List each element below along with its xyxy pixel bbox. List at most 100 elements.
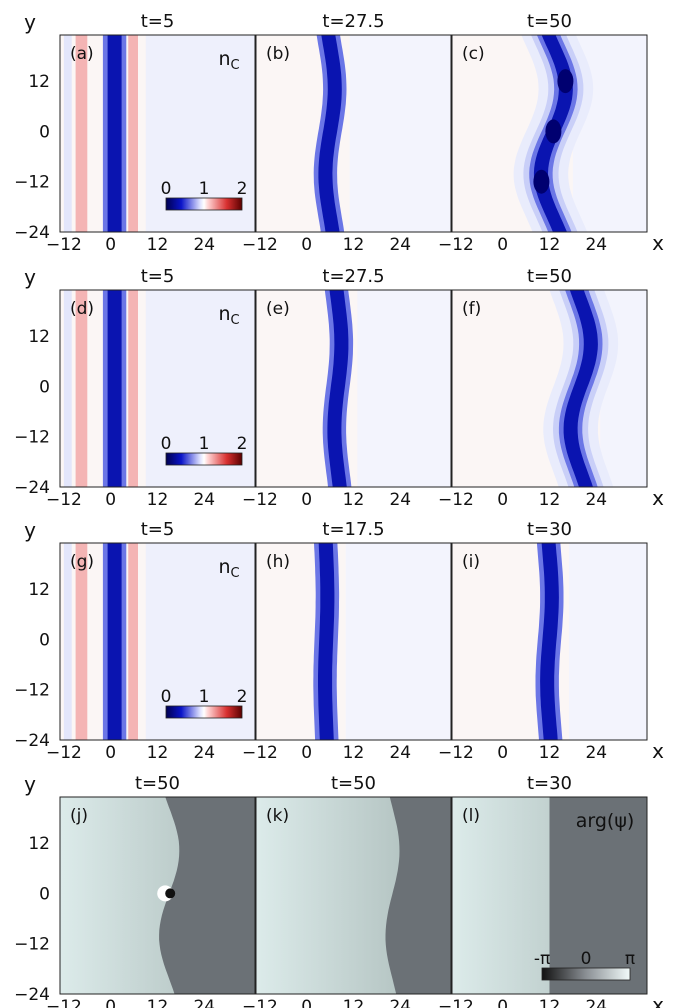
colorbar-tick: π	[625, 949, 635, 969]
panel-frame	[59, 34, 256, 233]
panel-frame	[59, 796, 256, 995]
panel-time-title: t=5	[141, 11, 175, 32]
panel-j: (j) t=50 −12 0 12 24	[46, 773, 256, 1008]
x-tick-label: 12	[539, 490, 561, 510]
density-lobe	[75, 290, 88, 487]
soliton-stripe	[540, 543, 559, 740]
colorbar-tick: 2	[237, 687, 248, 707]
x-tick-label: −12	[46, 743, 82, 763]
y-axis-label: y	[24, 10, 36, 34]
y-tick-label: 0	[39, 884, 50, 904]
x-tick-label: 0	[497, 490, 508, 510]
density-colorbar: 0 1 2	[161, 434, 248, 466]
y-tick-label: 0	[39, 377, 50, 397]
panel-c: (c) t=50 −12 0 12 24	[438, 11, 648, 255]
panel-frame	[59, 289, 256, 488]
y-tick-label: −12	[14, 681, 50, 701]
x-tick-label: 12	[147, 490, 169, 510]
x-tick-label: 24	[193, 997, 215, 1008]
colorbar-tick: 0	[161, 434, 172, 454]
y-tick-label: 12	[28, 834, 50, 854]
y-tick-label: 0	[39, 122, 50, 142]
x-tick-label: 0	[497, 235, 508, 255]
y-tick-label: 12	[28, 580, 50, 600]
y-tick-label: −24	[14, 478, 50, 498]
panel-frame	[255, 542, 452, 741]
panel-tag: (a)	[70, 44, 94, 64]
vortex-core	[557, 69, 574, 94]
x-tick-label: 0	[301, 235, 312, 255]
density-lobe	[75, 35, 88, 232]
colorbar-gradient	[541, 967, 631, 981]
panel-tag: (f)	[462, 299, 481, 319]
panel-tag: (c)	[462, 44, 485, 64]
y-axis-label: y	[24, 265, 36, 289]
density-colorbar: 0 1 2	[161, 687, 248, 719]
x-tick-label: −12	[46, 997, 82, 1008]
phase-dark-region	[385, 797, 451, 994]
panel-frame	[59, 542, 256, 741]
panel-tag: (j)	[70, 806, 88, 826]
panel-frame	[255, 796, 452, 995]
y-tick-label: 12	[28, 327, 50, 347]
x-tick-label: 0	[301, 490, 312, 510]
panel-l: (l) t=30 −12 0 12 24 arg(ψ) -π 0 π	[438, 773, 648, 1008]
panel-frame	[451, 289, 648, 488]
density-shading	[63, 290, 72, 487]
x-tick-label: 24	[389, 490, 411, 510]
panel-time-title: t=5	[141, 266, 175, 287]
y-tick-label: −24	[14, 223, 50, 243]
soliton-stripe	[107, 290, 122, 487]
colorbar-tick: -π	[534, 949, 550, 969]
panel-k: (k) t=50 −12 0 12 24	[242, 773, 452, 1008]
colorbar-tick: 0	[581, 949, 592, 969]
colorbar-tick: 1	[199, 687, 210, 707]
soliton-stripe	[318, 35, 342, 232]
y-tick-label: −12	[14, 428, 50, 448]
x-tick-label: 0	[301, 997, 312, 1008]
x-tick-label: −12	[242, 743, 278, 763]
y-tick-label: 12	[28, 72, 50, 92]
y-tick-label: −12	[14, 173, 50, 193]
density-lobe	[128, 543, 138, 740]
x-tick-label: 24	[585, 235, 607, 255]
x-tick-label: 12	[147, 743, 169, 763]
panel-tag: (b)	[266, 44, 290, 64]
x-tick-label: 12	[343, 743, 365, 763]
phase-dark-region	[159, 797, 255, 994]
panel-tag: (i)	[462, 552, 480, 572]
panel-tag: (h)	[266, 552, 290, 572]
vortex-core	[165, 888, 176, 899]
panel-time-title: t=50	[135, 773, 180, 794]
colorbar-tick: 0	[161, 179, 172, 199]
x-tick-label: 24	[193, 235, 215, 255]
x-tick-label: 12	[147, 235, 169, 255]
x-tick-label: 12	[147, 997, 169, 1008]
colorbar-tick: 1	[199, 434, 210, 454]
density-shading	[63, 35, 72, 232]
panel-b: (b) t=27.5 −12 0 12 24	[242, 11, 452, 255]
x-tick-label: 12	[539, 235, 561, 255]
soliton-stripe	[107, 543, 122, 740]
colorbar-tick: 1	[199, 179, 210, 199]
x-tick-label: −12	[46, 490, 82, 510]
density-colorbar: 0 1 2	[161, 179, 247, 211]
x-tick-label: 0	[105, 235, 116, 255]
x-axis-label: x	[652, 486, 664, 510]
panel-time-title: t=50	[331, 773, 376, 794]
colorbar-gradient	[165, 452, 243, 466]
panel-tag: (l)	[462, 806, 480, 826]
y-tick-label: −24	[14, 985, 50, 1005]
x-axis-label: x	[652, 231, 664, 255]
colorbar-tick: 2	[237, 434, 248, 454]
y-tick-label: −12	[14, 935, 50, 955]
x-tick-label: 24	[585, 997, 607, 1008]
colorbar-gradient	[165, 705, 243, 719]
panel-time-title: t=27.5	[322, 266, 384, 287]
x-tick-label: 24	[389, 997, 411, 1008]
y-tick-label: −24	[14, 731, 50, 751]
panel-h: (h) t=17.5 −12 0 12 24	[242, 519, 452, 763]
x-tick-label: 24	[585, 743, 607, 763]
x-tick-label: 0	[105, 997, 116, 1008]
